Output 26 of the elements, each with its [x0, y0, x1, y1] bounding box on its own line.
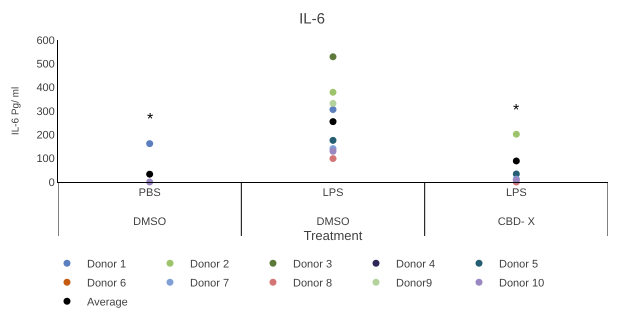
x-axis-title: Treatment	[304, 228, 363, 243]
legend-label: Donor 10	[499, 278, 544, 290]
category-label: PBS DMSO	[133, 187, 166, 228]
category-label: LPS CBD- X	[498, 187, 535, 228]
y-tick-label: 200	[36, 130, 55, 142]
legend-label: Donor 3	[293, 258, 332, 271]
category-label: LPS DMSO	[316, 187, 350, 228]
legend-label: Donor 6	[87, 278, 126, 290]
y-tick-label: 600	[36, 34, 55, 47]
annotation: *	[513, 102, 520, 119]
y-axis-title: IL-6 Pg/ ml	[10, 86, 22, 136]
legend-label: Average	[87, 296, 128, 309]
legend-label: Donor 7	[190, 278, 230, 290]
y-tick-label: 500	[36, 58, 55, 71]
legend-label: Donor 1	[87, 258, 126, 271]
legend-label: Donor 2	[190, 258, 230, 271]
y-tick-label: 100	[36, 153, 55, 166]
legend-label: Donor 4	[396, 258, 436, 271]
annotation: *	[147, 111, 154, 128]
legend-label: Donor9	[396, 278, 432, 290]
legend-label: Donor 5	[499, 258, 538, 271]
y-tick-label: 0	[48, 176, 55, 189]
y-tick-label: 300	[36, 106, 55, 118]
legend-label: Donor 8	[293, 278, 332, 290]
y-tick-label: 400	[36, 82, 55, 94]
chart-title: IL-6	[299, 10, 325, 28]
